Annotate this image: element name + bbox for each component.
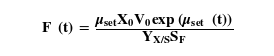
Text: $\mathbf{F} \ \ \mathbf{(t)} \ = \ \dfrac{\boldsymbol{\mu}_{\mathbf{set}}\mathbf: $\mathbf{F} \ \ \mathbf{(t)} \ = \ \dfra… <box>41 11 233 45</box>
